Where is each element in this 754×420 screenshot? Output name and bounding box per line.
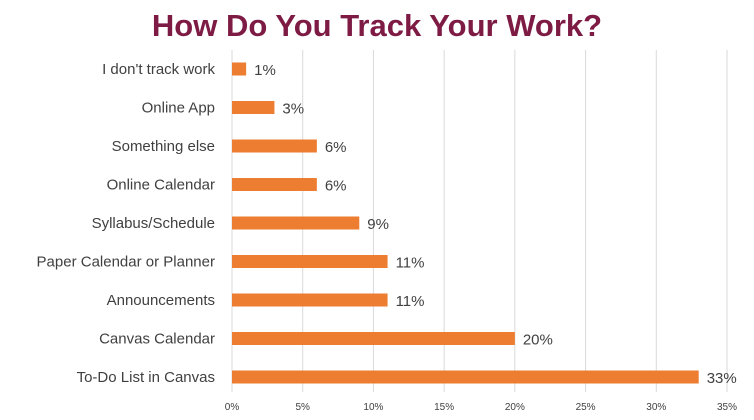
x-tick-label: 10% bbox=[363, 402, 383, 413]
data-label: 1% bbox=[254, 62, 276, 79]
category-label: Paper Calendar or Planner bbox=[37, 254, 215, 271]
bar bbox=[232, 216, 360, 230]
category-label: Online Calendar bbox=[107, 177, 215, 194]
bar bbox=[232, 62, 247, 76]
bar bbox=[232, 332, 515, 345]
data-label: 33% bbox=[707, 370, 737, 387]
data-label: 6% bbox=[325, 139, 347, 156]
x-tick-label: 25% bbox=[576, 402, 596, 413]
category-label: Syllabus/Schedule bbox=[92, 215, 215, 232]
data-label: 3% bbox=[282, 101, 304, 118]
bar bbox=[232, 370, 699, 384]
chart-title: How Do You Track Your Work? bbox=[151, 8, 603, 43]
bar bbox=[232, 178, 317, 191]
category-label: Canvas Calendar bbox=[99, 331, 215, 348]
data-label: 11% bbox=[396, 293, 425, 310]
category-label: Announcements bbox=[107, 292, 215, 309]
x-tick-label: 15% bbox=[434, 402, 454, 413]
category-label: Online App bbox=[142, 100, 215, 117]
bar bbox=[232, 293, 388, 307]
data-label: 20% bbox=[523, 332, 553, 349]
data-label: 11% bbox=[396, 255, 425, 272]
x-tick-label: 5% bbox=[295, 402, 310, 413]
data-label: 9% bbox=[367, 216, 389, 233]
bar bbox=[232, 101, 275, 114]
bar bbox=[232, 139, 317, 153]
category-label: To-Do List in Canvas bbox=[77, 369, 215, 386]
category-label: I don't track work bbox=[102, 61, 215, 78]
category-label: Something else bbox=[112, 138, 215, 155]
x-tick-label: 0% bbox=[225, 402, 240, 413]
x-tick-label: 30% bbox=[646, 402, 666, 413]
x-tick-label: 35% bbox=[717, 402, 737, 413]
data-label: 6% bbox=[325, 178, 347, 195]
x-tick-label: 20% bbox=[505, 402, 525, 413]
bar bbox=[232, 255, 388, 268]
